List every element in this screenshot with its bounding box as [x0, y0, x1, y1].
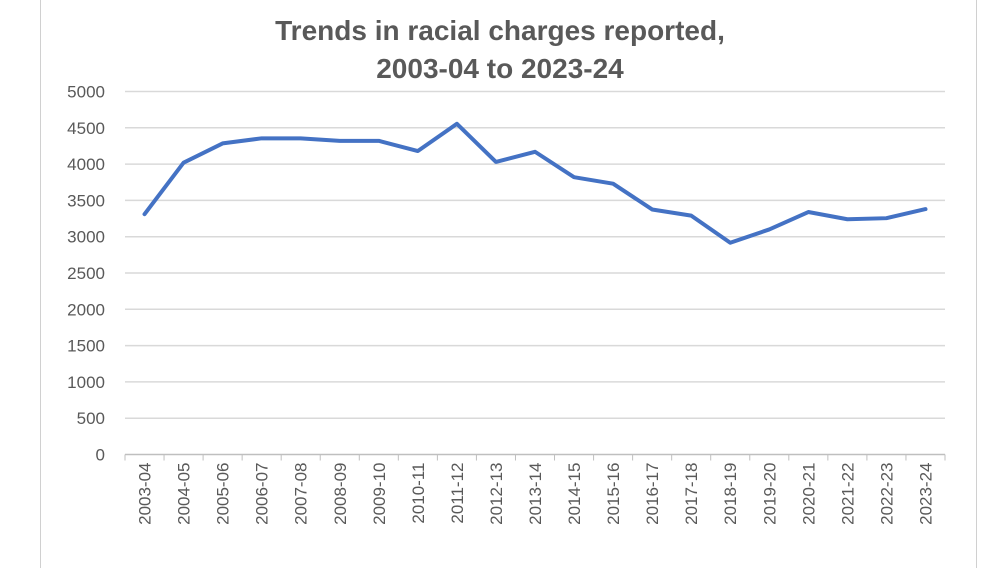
- y-tick-label: 500: [77, 409, 105, 428]
- y-tick-label: 4000: [67, 155, 105, 174]
- y-tick-label: 3500: [67, 191, 105, 210]
- y-tick-label: 2500: [67, 264, 105, 283]
- y-tick-label: 5000: [67, 83, 105, 102]
- x-tick-label: 2011-12: [448, 463, 467, 524]
- x-tick-label: 2003-04: [136, 463, 155, 525]
- x-tick-label: 2022-23: [877, 463, 896, 525]
- y-tick-label: 3000: [67, 228, 105, 247]
- x-tick-label: 2007-08: [292, 463, 311, 525]
- x-tick-label: 2023-24: [916, 463, 935, 525]
- x-tick-label: 2013-14: [526, 463, 545, 525]
- series-line: [145, 124, 926, 243]
- x-tick-label: 2006-07: [253, 463, 272, 525]
- x-tick-label: 2019-20: [760, 463, 779, 525]
- x-tick-label: 2021-22: [838, 463, 857, 525]
- y-tick-label: 0: [96, 446, 105, 465]
- x-tick-label: 2015-16: [604, 463, 623, 525]
- x-tick-label: 2018-19: [721, 463, 740, 525]
- x-tick-label: 2014-15: [565, 463, 584, 525]
- y-tick-label: 4500: [67, 119, 105, 138]
- y-tick-label: 2000: [67, 300, 105, 319]
- x-tick-label: 2012-13: [487, 463, 506, 525]
- x-tick-label: 2010-11: [409, 463, 428, 524]
- y-tick-label: 1500: [67, 337, 105, 356]
- y-tick-label: 1000: [67, 373, 105, 392]
- x-tick-label: 2008-09: [331, 463, 350, 525]
- x-tick-label: 2016-17: [643, 463, 662, 525]
- x-tick-label: 2005-06: [214, 463, 233, 525]
- x-tick-label: 2004-05: [175, 463, 194, 525]
- x-tick-label: 2009-10: [370, 463, 389, 525]
- x-tick-label: 2020-21: [799, 463, 818, 525]
- x-tick-label: 2017-18: [682, 463, 701, 525]
